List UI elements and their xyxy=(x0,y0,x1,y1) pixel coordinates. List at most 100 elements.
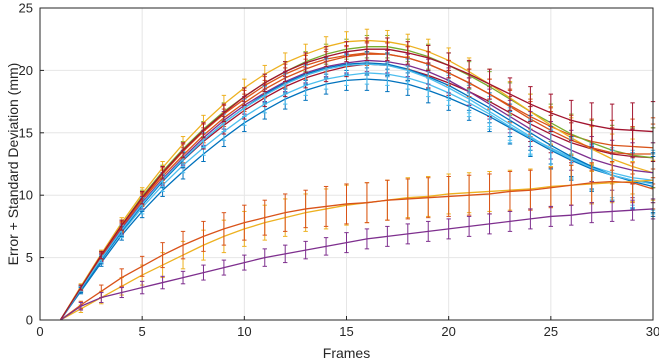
error-bar xyxy=(262,248,267,267)
series-line xyxy=(60,180,654,321)
tick-layer: 0 5 10 15 20 25 30 0 5 10 15 20 25 xyxy=(19,1,659,340)
error-bar xyxy=(78,302,84,311)
series-14 xyxy=(60,198,656,321)
error-bar xyxy=(405,178,410,220)
error-bar xyxy=(303,240,308,260)
error-bar xyxy=(589,202,594,224)
error-bar xyxy=(180,230,186,260)
error-bar xyxy=(344,232,349,254)
error-bar xyxy=(385,179,390,221)
error-bar xyxy=(303,52,308,74)
error-bar xyxy=(139,280,145,295)
error-bar xyxy=(589,102,594,149)
error-bar xyxy=(426,220,431,242)
error-bar xyxy=(283,61,288,83)
error-bar xyxy=(466,215,472,237)
x-tick-label: 15 xyxy=(339,324,353,339)
error-bar xyxy=(180,142,186,159)
error-bar xyxy=(630,199,635,221)
error-bar xyxy=(119,287,124,299)
x-tick-label: 25 xyxy=(544,324,558,339)
error-bar xyxy=(323,46,329,68)
error-bar xyxy=(242,254,247,271)
error-bar xyxy=(364,37,370,61)
series-11 xyxy=(59,37,656,321)
y-tick-label: 15 xyxy=(19,125,33,140)
error-bar xyxy=(364,182,370,224)
x-tick-label: 10 xyxy=(237,324,251,339)
error-bar xyxy=(201,264,206,281)
y-tick-label: 10 xyxy=(19,188,33,203)
error-bar xyxy=(487,68,492,100)
y-axis-label: Error + Standard Deviation (mm) xyxy=(5,63,21,266)
x-axis-label: Frames xyxy=(323,345,370,361)
error-bar xyxy=(426,44,431,71)
error-bar xyxy=(323,237,329,256)
error-bar xyxy=(160,242,165,269)
error-bar xyxy=(283,244,288,264)
series-line xyxy=(59,59,654,321)
error-bar xyxy=(364,228,370,250)
error-bar xyxy=(385,37,390,61)
error-bar xyxy=(569,204,574,226)
series-line xyxy=(59,72,654,321)
error-bar xyxy=(160,165,165,180)
x-tick-label: 20 xyxy=(441,324,455,339)
series-line xyxy=(60,208,654,321)
error-bar xyxy=(242,204,247,241)
x-tick-label: 30 xyxy=(646,324,659,339)
error-bar xyxy=(201,122,206,139)
y-tick-label: 0 xyxy=(26,313,33,328)
error-bar xyxy=(528,208,533,230)
y-tick-label: 20 xyxy=(19,63,33,78)
error-bar xyxy=(139,190,145,205)
error-bar xyxy=(119,268,124,287)
series-line xyxy=(59,62,654,321)
error-bar xyxy=(160,275,165,290)
x-tick-label: 5 xyxy=(139,324,146,339)
error-bar xyxy=(262,199,267,236)
y-tick-label: 5 xyxy=(26,250,33,265)
error-bar xyxy=(426,177,431,219)
error-bar xyxy=(569,99,574,141)
error-bar xyxy=(405,41,410,65)
error-bar xyxy=(221,212,227,246)
error-bar xyxy=(446,52,451,79)
error-bar xyxy=(221,103,227,123)
error-bar xyxy=(344,183,349,225)
series-line xyxy=(59,46,654,321)
series-13 xyxy=(60,161,656,321)
error-bar xyxy=(242,87,247,106)
error-bar xyxy=(609,200,615,222)
error-bar xyxy=(466,59,472,89)
error-bar xyxy=(303,189,308,229)
error-bar xyxy=(507,210,513,232)
series-line xyxy=(59,52,653,321)
y-tick-label: 25 xyxy=(19,1,33,16)
error-bar xyxy=(119,219,124,231)
error-bar xyxy=(323,185,329,227)
series-line xyxy=(59,48,654,321)
error-bar xyxy=(466,174,472,216)
error-bar xyxy=(446,175,451,217)
error-bar xyxy=(487,213,492,235)
error-bar xyxy=(405,223,410,245)
series-line xyxy=(59,78,654,321)
error-bar xyxy=(609,103,615,155)
x-tick-label: 0 xyxy=(36,324,43,339)
error-bar xyxy=(283,193,288,232)
error-bar xyxy=(446,218,451,240)
error-bar xyxy=(548,205,554,227)
error-bar xyxy=(262,73,267,93)
error-bar xyxy=(99,250,104,260)
series-line xyxy=(59,39,654,321)
error-bar xyxy=(201,220,206,252)
series-line xyxy=(59,63,654,321)
error-bar xyxy=(548,93,554,133)
error-bar xyxy=(180,270,186,285)
error-bar xyxy=(507,77,513,111)
error-bar xyxy=(344,41,349,63)
error-bar xyxy=(99,292,104,304)
error-bar xyxy=(630,102,635,159)
